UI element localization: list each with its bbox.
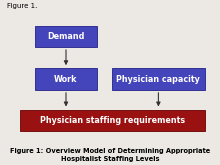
FancyBboxPatch shape [35,26,97,47]
Text: Physician staffing requirements: Physician staffing requirements [40,116,185,125]
FancyBboxPatch shape [20,110,205,131]
Text: Demand: Demand [47,32,85,41]
FancyBboxPatch shape [35,68,97,90]
Text: Physician capacity: Physician capacity [116,75,200,84]
FancyBboxPatch shape [112,68,205,90]
Text: Figure 1: Overview Model of Determining Appropriate
Hospitalist Staffing Levels: Figure 1: Overview Model of Determining … [10,148,210,163]
Text: Work: Work [54,75,78,84]
Text: Figure 1.: Figure 1. [7,3,37,9]
